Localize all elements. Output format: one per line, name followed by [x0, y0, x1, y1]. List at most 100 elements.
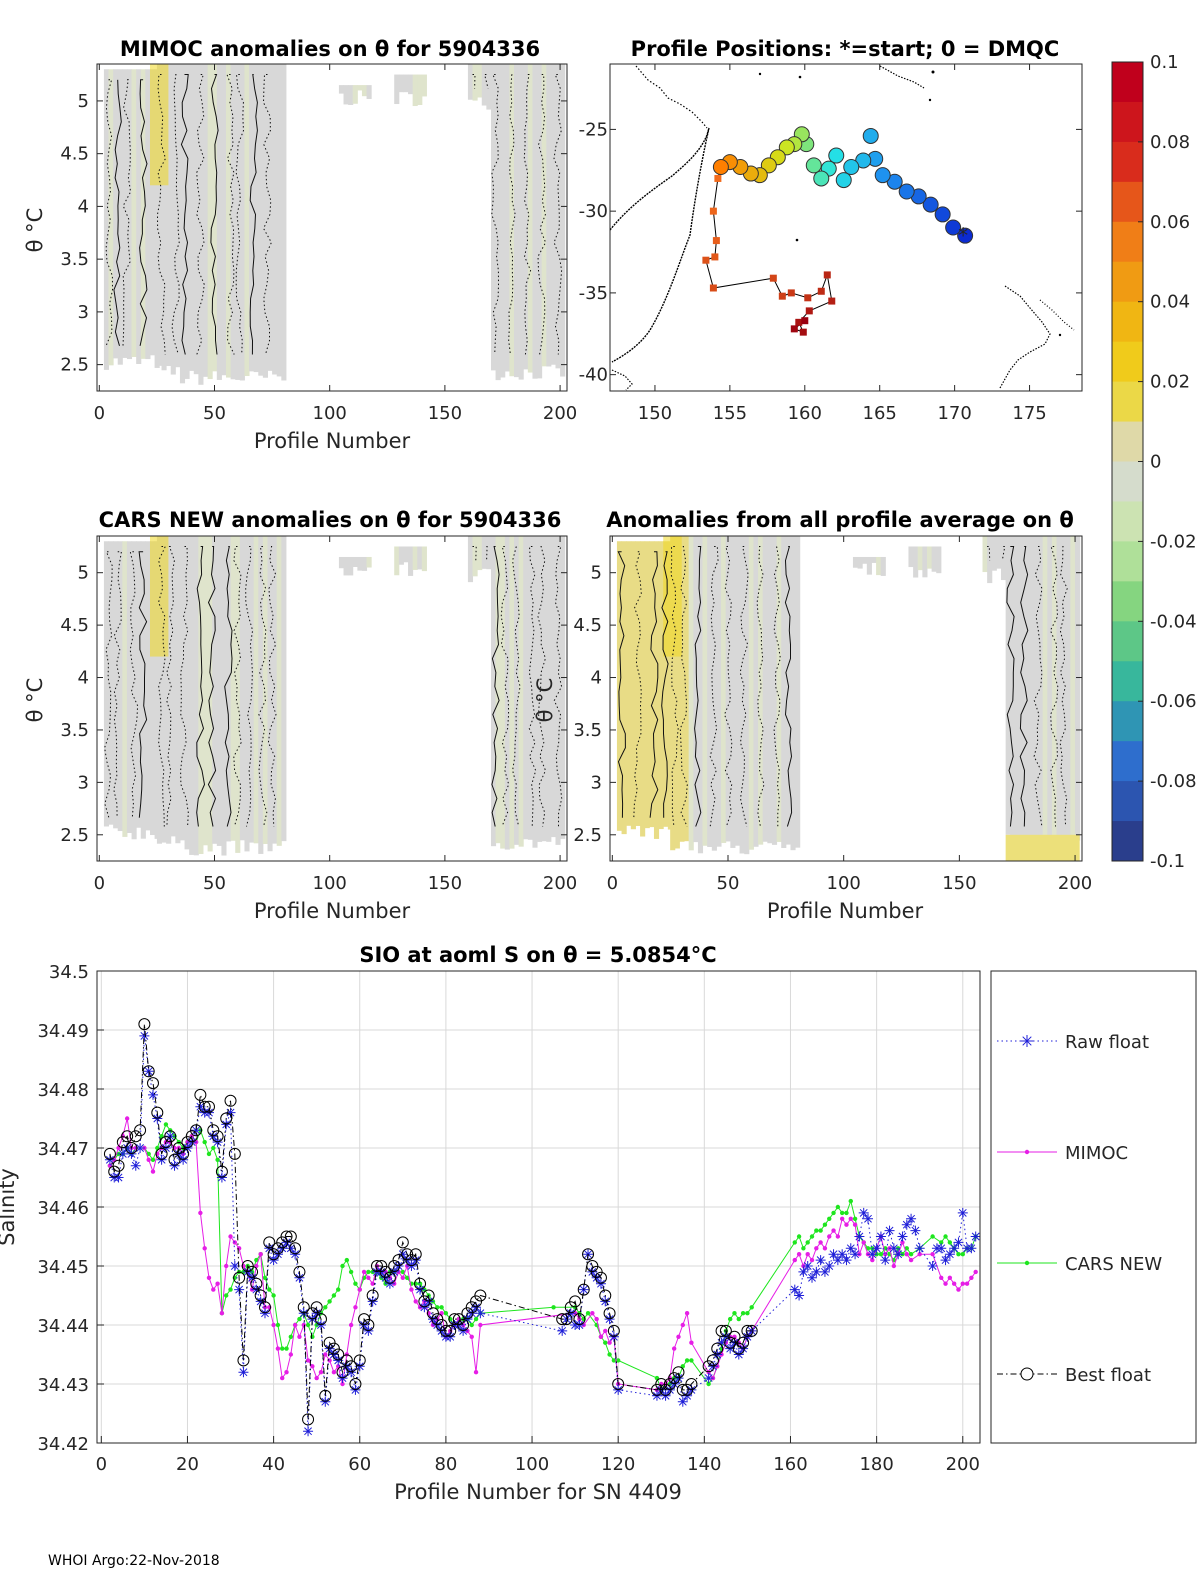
legend-marker-raw-float	[1021, 1035, 1033, 1047]
cars-cell	[550, 536, 556, 838]
average-cell	[871, 556, 877, 563]
series-point-mimoc	[271, 1322, 276, 1328]
cars-cell	[136, 541, 142, 828]
mimoc-cell	[175, 64, 181, 368]
average-contour	[723, 546, 733, 827]
series-point-cars-new	[839, 1210, 845, 1216]
series-point-best-float	[112, 1159, 125, 1172]
map-profile-dmqc	[945, 219, 962, 236]
colorbar-tick-label: -0.08	[1150, 771, 1197, 792]
series-point-raw-float	[677, 1396, 688, 1407]
series-point-mimoc	[366, 1275, 371, 1281]
average-ytick-label: 3.5	[573, 720, 602, 741]
series-point-best-float	[418, 1295, 431, 1308]
series-point-mimoc	[792, 1257, 797, 1263]
average-contour	[784, 546, 793, 827]
series-point-best-float	[599, 1289, 612, 1302]
series-point-cars-new	[366, 1269, 371, 1275]
mimoc-contour	[196, 74, 205, 355]
average-cell	[862, 556, 868, 564]
series-point-mimoc	[146, 1157, 151, 1163]
series-point-cars-new	[844, 1210, 849, 1216]
mimoc-cell	[249, 64, 255, 372]
series-point-raw-float	[475, 1308, 486, 1319]
series-point-best-float	[293, 1265, 306, 1278]
series-point-mimoc	[598, 1334, 604, 1340]
series-point-raw-float	[807, 1272, 818, 1283]
mimoc-cell	[481, 64, 487, 106]
series-point-mimoc	[473, 1370, 479, 1375]
cars-cell	[421, 546, 427, 572]
cars-cell	[170, 536, 176, 837]
series-point-mimoc	[284, 1370, 289, 1375]
cars-ytick-label: 3.5	[60, 720, 89, 741]
colorbar-tick-label: -0.04	[1150, 611, 1197, 632]
series-point-mimoc	[400, 1275, 406, 1281]
cars-cell	[249, 536, 255, 843]
salinity-xtick-label: 0	[96, 1454, 107, 1475]
mimoc-cell	[467, 64, 474, 100]
mimoc-cell	[555, 64, 561, 369]
average-cell	[635, 541, 641, 826]
average-contour	[756, 546, 765, 827]
series-point-raw-float	[906, 1213, 917, 1224]
series-point-best-float	[211, 1130, 224, 1143]
cars-cell	[122, 541, 128, 837]
mimoc-cell	[239, 64, 245, 381]
mimoc-ytick-label: 3.5	[60, 249, 89, 270]
series-point-cars-new	[344, 1257, 350, 1263]
colorbar-segment	[1112, 341, 1143, 383]
series-point-cars-new	[254, 1257, 259, 1263]
series-point-cars-new	[611, 1358, 617, 1363]
mimoc-contour	[523, 74, 532, 355]
salinity-ytick-label: 34.5	[49, 962, 89, 983]
series-point-best-float	[125, 1142, 138, 1154]
colorbar-segment	[1112, 301, 1143, 343]
salinity-ytick-label: 34.42	[37, 1434, 89, 1455]
series-point-best-float	[336, 1366, 349, 1379]
series-point-cars-new	[848, 1198, 853, 1204]
series-point-best-float	[685, 1378, 698, 1390]
salinity-ylabel: Salinity	[0, 1168, 19, 1246]
mimoc-cell	[537, 64, 543, 379]
map-profile-square	[702, 256, 710, 264]
map-ytick-label: -40	[579, 365, 608, 386]
series-point-raw-float	[940, 1255, 951, 1266]
legend-marker-mimoc	[1024, 1149, 1030, 1155]
series-point-best-float	[366, 1289, 379, 1302]
cars-warm-streak	[149, 536, 169, 657]
average-cell	[1028, 536, 1034, 851]
legend-label-mimoc: MIMOC	[1065, 1143, 1128, 1164]
series-point-raw-float	[914, 1243, 925, 1254]
average-ytick-label: 2.5	[573, 825, 602, 846]
mimoc-cell	[202, 64, 209, 377]
series-point-raw-float	[841, 1255, 852, 1266]
colorbar-tick-label: -0.02	[1150, 531, 1197, 552]
average-cell	[739, 536, 745, 854]
mimoc-cell	[103, 69, 110, 370]
cars-cell	[555, 536, 561, 845]
map-profile-square	[714, 174, 722, 182]
series-point-cars-new	[262, 1275, 268, 1281]
mimoc-cell	[244, 64, 250, 377]
series-point-cars-new	[956, 1252, 961, 1257]
cars-contour	[113, 551, 122, 818]
cars-cell	[202, 536, 209, 846]
series-point-mimoc	[689, 1340, 694, 1345]
series-point-best-float	[121, 1130, 134, 1143]
cars-xtick-label: 200	[543, 873, 577, 894]
series-point-best-float	[577, 1283, 590, 1296]
series-point-mimoc	[577, 1316, 582, 1322]
mimoc-xtick-label: 150	[428, 403, 462, 424]
series-point-mimoc	[930, 1252, 935, 1257]
series-point-raw-float	[135, 1143, 146, 1153]
average-contour	[633, 551, 642, 818]
cars-xtick-label: 150	[428, 873, 462, 894]
cars-cell	[408, 546, 414, 576]
map-xtick-label: 150	[638, 403, 672, 424]
series-point-cars-new	[150, 1157, 156, 1163]
series-point-raw-float	[944, 1249, 955, 1260]
map-profile-dmqc	[862, 127, 879, 144]
mimoc-cell	[532, 64, 538, 379]
series-point-raw-float	[863, 1213, 874, 1224]
